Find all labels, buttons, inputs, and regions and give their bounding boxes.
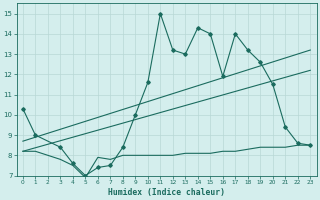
- X-axis label: Humidex (Indice chaleur): Humidex (Indice chaleur): [108, 188, 225, 197]
